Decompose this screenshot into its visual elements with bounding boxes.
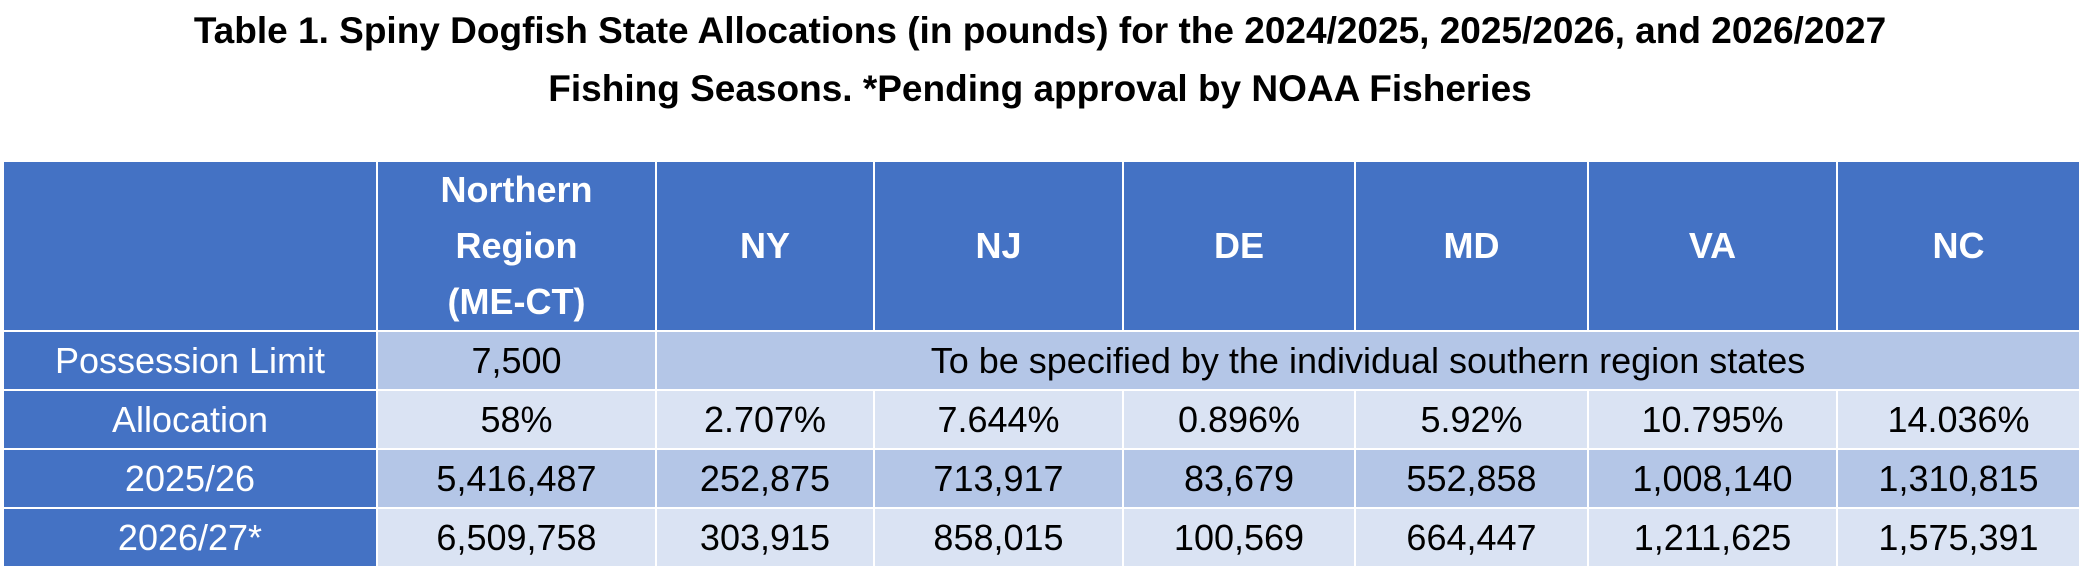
- table-cell: 1,008,140: [1587, 448, 1838, 509]
- table-cell: 6,509,758: [376, 507, 657, 568]
- table-cell: 664,447: [1354, 507, 1589, 568]
- cell-southern-possession-note: To be specified by the individual southe…: [655, 330, 2080, 391]
- header-cell-northern-region: Northern Region (ME-CT): [376, 160, 657, 332]
- header-cell-ny: NY: [655, 160, 875, 332]
- table-cell: 303,915: [655, 507, 875, 568]
- table-cell: 1,211,625: [1587, 507, 1838, 568]
- table-cell: 1,575,391: [1836, 507, 2080, 568]
- table-title-line-2: Fishing Seasons. *Pending approval by NO…: [548, 68, 1532, 109]
- row-label: 2025/26: [2, 448, 378, 509]
- table-cell: 0.896%: [1122, 389, 1356, 450]
- table-cell: 5.92%: [1354, 389, 1589, 450]
- table-row-2026-27: 2026/27* 6,509,758 303,915 858,015 100,5…: [2, 507, 2080, 568]
- table-cell: 552,858: [1354, 448, 1589, 509]
- table-cell: 2.707%: [655, 389, 875, 450]
- header-cell-de: DE: [1122, 160, 1356, 332]
- row-label: 2026/27*: [2, 507, 378, 568]
- table-cell: 858,015: [873, 507, 1124, 568]
- header-cell-blank: [2, 160, 378, 332]
- table-title: Table 1. Spiny Dogfish State Allocations…: [0, 2, 2080, 118]
- table-cell: 58%: [376, 389, 657, 450]
- table-cell: 252,875: [655, 448, 875, 509]
- header-row: Northern Region (ME-CT) NY NJ DE MD VA N…: [2, 160, 2080, 332]
- table-row-possession-limit: Possession Limit 7,500 To be specified b…: [2, 330, 2080, 391]
- header-cell-va: VA: [1587, 160, 1838, 332]
- table-cell: 7.644%: [873, 389, 1124, 450]
- table-cell: 713,917: [873, 448, 1124, 509]
- table-title-line-1: Table 1. Spiny Dogfish State Allocations…: [193, 10, 1887, 51]
- table-cell: 14.036%: [1836, 389, 2080, 450]
- row-label: Possession Limit: [2, 330, 378, 391]
- header-cell-nj: NJ: [873, 160, 1124, 332]
- header-cell-nc: NC: [1836, 160, 2080, 332]
- table-cell: 83,679: [1122, 448, 1356, 509]
- table-cell: 5,416,487: [376, 448, 657, 509]
- table-row-allocation: Allocation 58% 2.707% 7.644% 0.896% 5.92…: [2, 389, 2080, 450]
- row-label: Allocation: [2, 389, 378, 450]
- table-cell: 1,310,815: [1836, 448, 2080, 509]
- table-cell: 10.795%: [1587, 389, 1838, 450]
- table-row-2025-26: 2025/26 5,416,487 252,875 713,917 83,679…: [2, 448, 2080, 509]
- header-cell-md: MD: [1354, 160, 1589, 332]
- allocation-table: Northern Region (ME-CT) NY NJ DE MD VA N…: [2, 160, 2080, 568]
- table-cell: 100,569: [1122, 507, 1356, 568]
- cell-northern-possession-limit: 7,500: [376, 330, 657, 391]
